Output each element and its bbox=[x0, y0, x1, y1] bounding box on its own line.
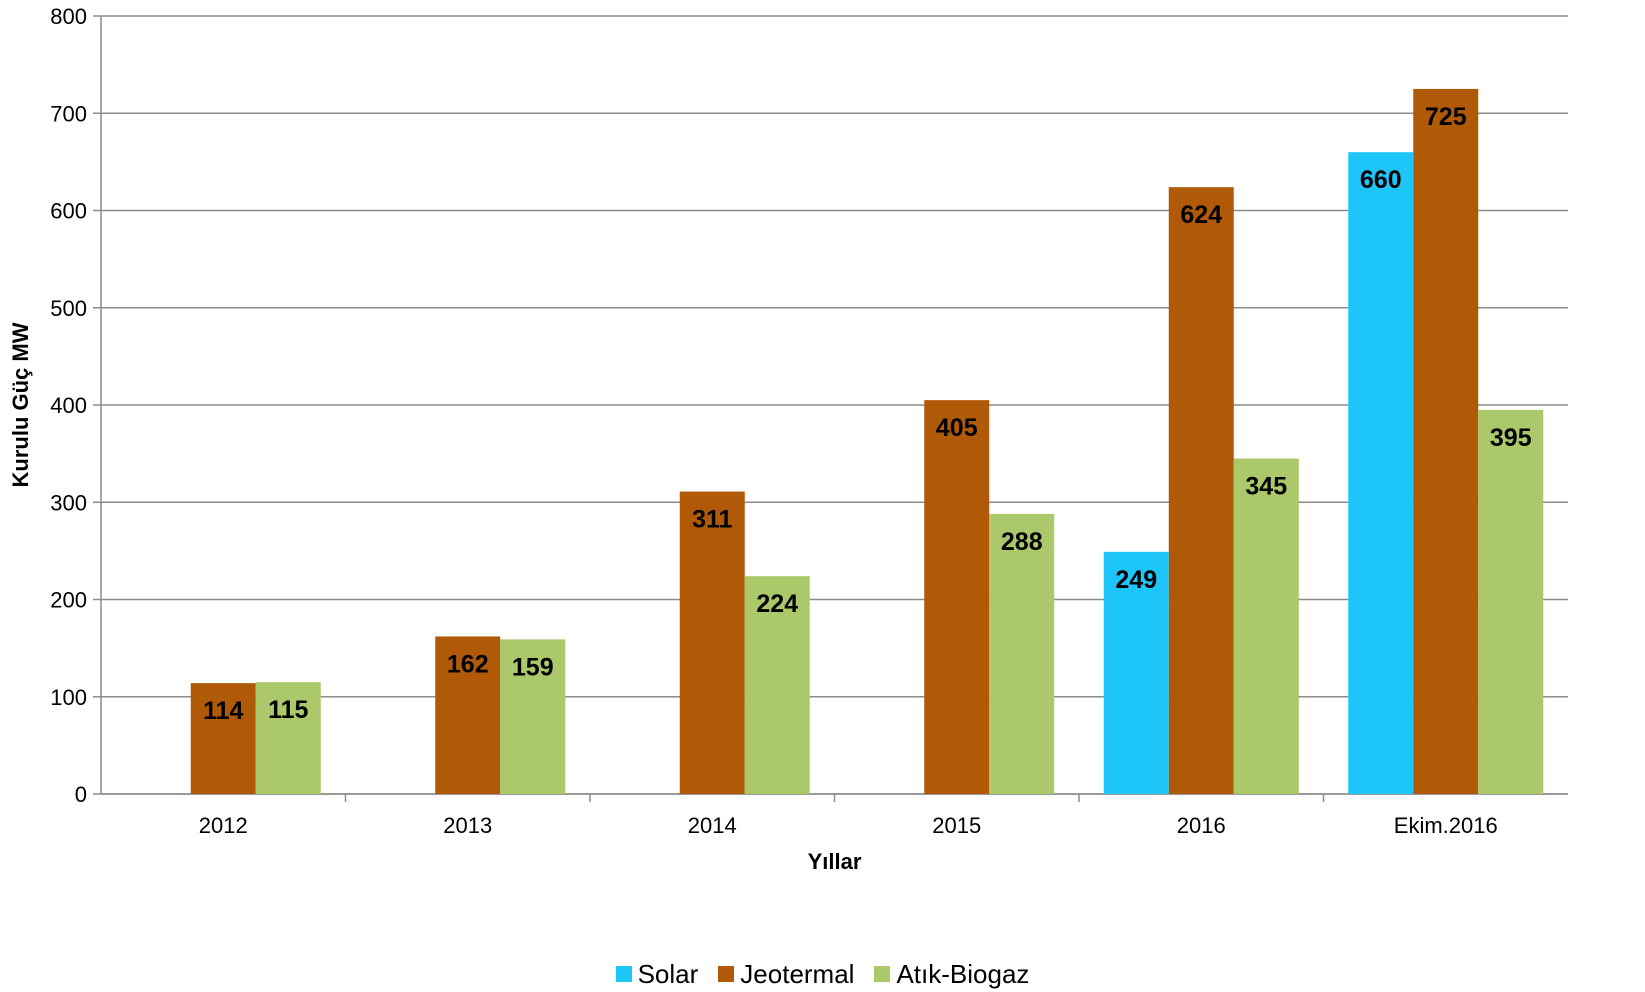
legend-item: Jeotermal bbox=[718, 959, 854, 990]
bar-at-k-biogaz bbox=[744, 576, 810, 794]
legend-swatch bbox=[874, 966, 891, 982]
data-label: 311 bbox=[692, 506, 732, 534]
legend: Solar Jeotermal Atık-Biogaz bbox=[0, 958, 1645, 990]
data-label: 395 bbox=[1490, 424, 1532, 452]
data-label: 162 bbox=[447, 650, 489, 678]
x-tick-label: Ekim.2016 bbox=[1394, 813, 1498, 838]
y-tick-label: 100 bbox=[50, 685, 87, 710]
legend-swatch bbox=[615, 966, 632, 982]
bar-solar bbox=[1348, 152, 1414, 794]
data-label: 288 bbox=[1001, 528, 1043, 556]
bar-jeotermal bbox=[924, 400, 990, 794]
data-label: 159 bbox=[512, 653, 554, 681]
y-tick-label: 700 bbox=[50, 101, 87, 126]
data-label: 114 bbox=[203, 697, 243, 725]
bar-jeotermal bbox=[435, 636, 501, 794]
data-label: 115 bbox=[268, 696, 308, 724]
bar-at-k-biogaz bbox=[1233, 458, 1299, 794]
legend-label: Jeotermal bbox=[740, 958, 855, 989]
bar-solar bbox=[1103, 551, 1169, 794]
data-label: 660 bbox=[1360, 166, 1402, 194]
x-tick-label: 2016 bbox=[1177, 813, 1226, 838]
x-axis-title: Yıllar bbox=[808, 849, 862, 874]
y-tick-label: 400 bbox=[50, 393, 87, 418]
bar-jeotermal bbox=[190, 683, 256, 794]
y-axis-title: Kurulu Güç MW bbox=[8, 322, 33, 487]
bar-at-k-biogaz bbox=[255, 682, 321, 794]
y-tick-label: 0 bbox=[75, 782, 87, 807]
legend-label: Solar bbox=[637, 958, 699, 989]
data-label: 405 bbox=[936, 414, 978, 442]
data-label: 345 bbox=[1245, 472, 1287, 500]
data-label: 224 bbox=[756, 590, 798, 618]
x-tick-label: 2014 bbox=[688, 813, 737, 838]
data-label: 249 bbox=[1115, 566, 1157, 594]
y-tick-label: 200 bbox=[50, 588, 87, 613]
legend-item: Solar bbox=[615, 958, 699, 990]
bar-jeotermal bbox=[1413, 88, 1479, 794]
bar-chart-svg: 0 100 200 300 400 500 600 700 800 2012 114 115 2013 1… bbox=[8, 4, 1568, 874]
data-label: 725 bbox=[1425, 103, 1467, 131]
y-tick-label: 300 bbox=[50, 490, 87, 515]
x-tick-label: 2013 bbox=[443, 813, 492, 838]
legend-label: Atık-Biogaz bbox=[896, 958, 1030, 989]
bar-jeotermal bbox=[1168, 187, 1234, 794]
y-tick-label: 800 bbox=[50, 4, 87, 29]
y-tick-label: 600 bbox=[50, 199, 87, 224]
bar-jeotermal bbox=[679, 491, 745, 794]
legend-item: Atık-Biogaz bbox=[874, 959, 1029, 990]
x-tick-label: 2012 bbox=[199, 813, 248, 838]
y-tick-label: 500 bbox=[50, 296, 87, 321]
x-tick-label: 2015 bbox=[932, 813, 981, 838]
bar-at-k-biogaz bbox=[1478, 409, 1544, 794]
bar-at-k-biogaz bbox=[989, 513, 1055, 794]
bar-at-k-biogaz bbox=[500, 639, 566, 794]
legend-swatch bbox=[718, 966, 735, 982]
data-label: 624 bbox=[1180, 201, 1222, 229]
